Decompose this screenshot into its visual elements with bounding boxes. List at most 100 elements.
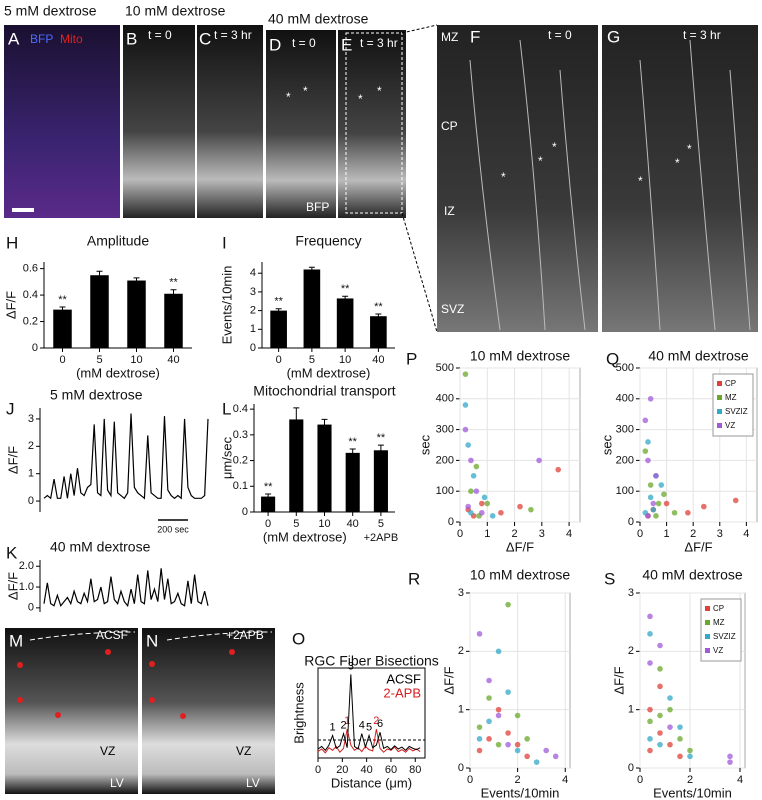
time-label: t = 0 — [548, 28, 572, 42]
x-tick-label: 60 — [385, 764, 397, 776]
point — [533, 759, 540, 765]
point — [667, 724, 673, 730]
peak-label: 4 — [359, 719, 365, 731]
point — [536, 457, 542, 464]
bar — [270, 310, 287, 348]
chart-title: RGC Fiber Bisections — [304, 653, 439, 669]
y-tick-label: 0.2 — [233, 454, 248, 466]
bar — [164, 293, 183, 348]
micrograph — [338, 30, 406, 218]
chart-title: 10 mM dextrose — [470, 567, 571, 583]
bar — [289, 419, 304, 512]
point — [647, 706, 653, 713]
x-tick-label: 10 — [130, 354, 142, 366]
micrograph — [4, 25, 120, 218]
point — [486, 695, 492, 701]
point — [642, 448, 649, 454]
point — [687, 747, 693, 754]
y-tick-label: 3 — [28, 413, 34, 425]
x-tick-label: 5 — [309, 354, 315, 366]
legend-label: 2-APB — [383, 685, 421, 700]
y-axis-label: sec — [599, 434, 614, 455]
x-tick-label: 5 — [293, 518, 299, 530]
error-bar — [59, 306, 66, 313]
panel-letter: P — [406, 349, 417, 368]
x-tick-label: 40 — [361, 764, 373, 776]
x-tick-label: 3 — [717, 528, 723, 540]
x-tick-label: 40 — [347, 518, 359, 530]
plot-frame — [459, 367, 581, 523]
point — [514, 741, 521, 748]
point — [677, 736, 683, 742]
micrograph — [123, 25, 195, 218]
x-tick-label: 5 — [378, 518, 384, 530]
point — [677, 753, 683, 760]
point — [476, 724, 483, 730]
point — [462, 426, 469, 433]
chart-title: 40 mM dextrose — [648, 348, 749, 364]
point — [647, 736, 653, 742]
y-tick-label: 0 — [448, 516, 454, 528]
panel-letter: B — [126, 29, 137, 48]
x-tick-label: 4 — [737, 774, 743, 786]
zone-label: VZ — [236, 744, 251, 758]
point — [486, 736, 492, 742]
x-tick-label: 0 — [59, 354, 65, 366]
y-axis-label: ΔF/F — [611, 666, 626, 694]
asterisk: * — [501, 170, 506, 184]
y-tick-label: 3 — [458, 587, 464, 599]
legend-label: CP — [725, 379, 736, 388]
significance: ** — [341, 283, 350, 295]
significance: ** — [274, 296, 283, 308]
y-tick-label: 0 — [250, 342, 256, 354]
point — [647, 613, 653, 620]
micrograph — [197, 25, 263, 218]
panel-letter: D — [269, 35, 281, 54]
asterisk: * — [687, 142, 692, 156]
y-tick-label: 3 — [250, 286, 256, 298]
y-axis-label: ΔF/F — [3, 291, 18, 319]
error-bar — [321, 418, 328, 431]
x-tick-label: 5 — [96, 354, 102, 366]
x-tick-label: 2 — [687, 774, 693, 786]
legend-swatch — [717, 395, 722, 400]
panel-title: 5 mM dextrose — [4, 3, 97, 19]
significance: ** — [169, 277, 178, 289]
scale-bar — [12, 208, 34, 212]
zone-label: LV — [246, 776, 260, 790]
point — [677, 724, 683, 730]
micrograph — [5, 628, 138, 794]
point — [468, 509, 474, 516]
x-tick-label: 0 — [276, 354, 282, 366]
chart-title: Frequency — [295, 233, 361, 249]
y-tick-label: 2 — [458, 645, 464, 657]
legend-swatch — [717, 409, 722, 414]
point — [495, 741, 502, 748]
trace — [317, 728, 421, 754]
y-tick-label: 200 — [616, 454, 634, 466]
trace — [317, 674, 421, 752]
chart-title: 5 mM dextrose — [50, 387, 143, 403]
point — [505, 741, 511, 748]
panel-letter: H — [6, 233, 18, 252]
y-tick-label: 2 — [28, 440, 34, 452]
point — [727, 759, 733, 765]
zone-label: VZ — [100, 744, 115, 758]
point — [462, 402, 469, 408]
x-tick-label: 40 — [372, 354, 384, 366]
y-tick-label: 3 — [628, 587, 634, 599]
chart-title: Mitochondrial transport — [253, 383, 396, 399]
x-axis-label: Events/10min — [481, 785, 560, 800]
point — [552, 753, 559, 760]
point — [514, 712, 521, 719]
bar — [373, 450, 388, 512]
x-tick-label: 4 — [562, 774, 568, 786]
point — [505, 689, 511, 695]
region-label: CP — [441, 119, 458, 133]
point — [645, 439, 651, 445]
x-tick-label: 4 — [566, 528, 572, 540]
bar — [90, 275, 109, 348]
point — [667, 741, 673, 748]
bar — [336, 298, 354, 348]
error-bar — [349, 448, 356, 458]
